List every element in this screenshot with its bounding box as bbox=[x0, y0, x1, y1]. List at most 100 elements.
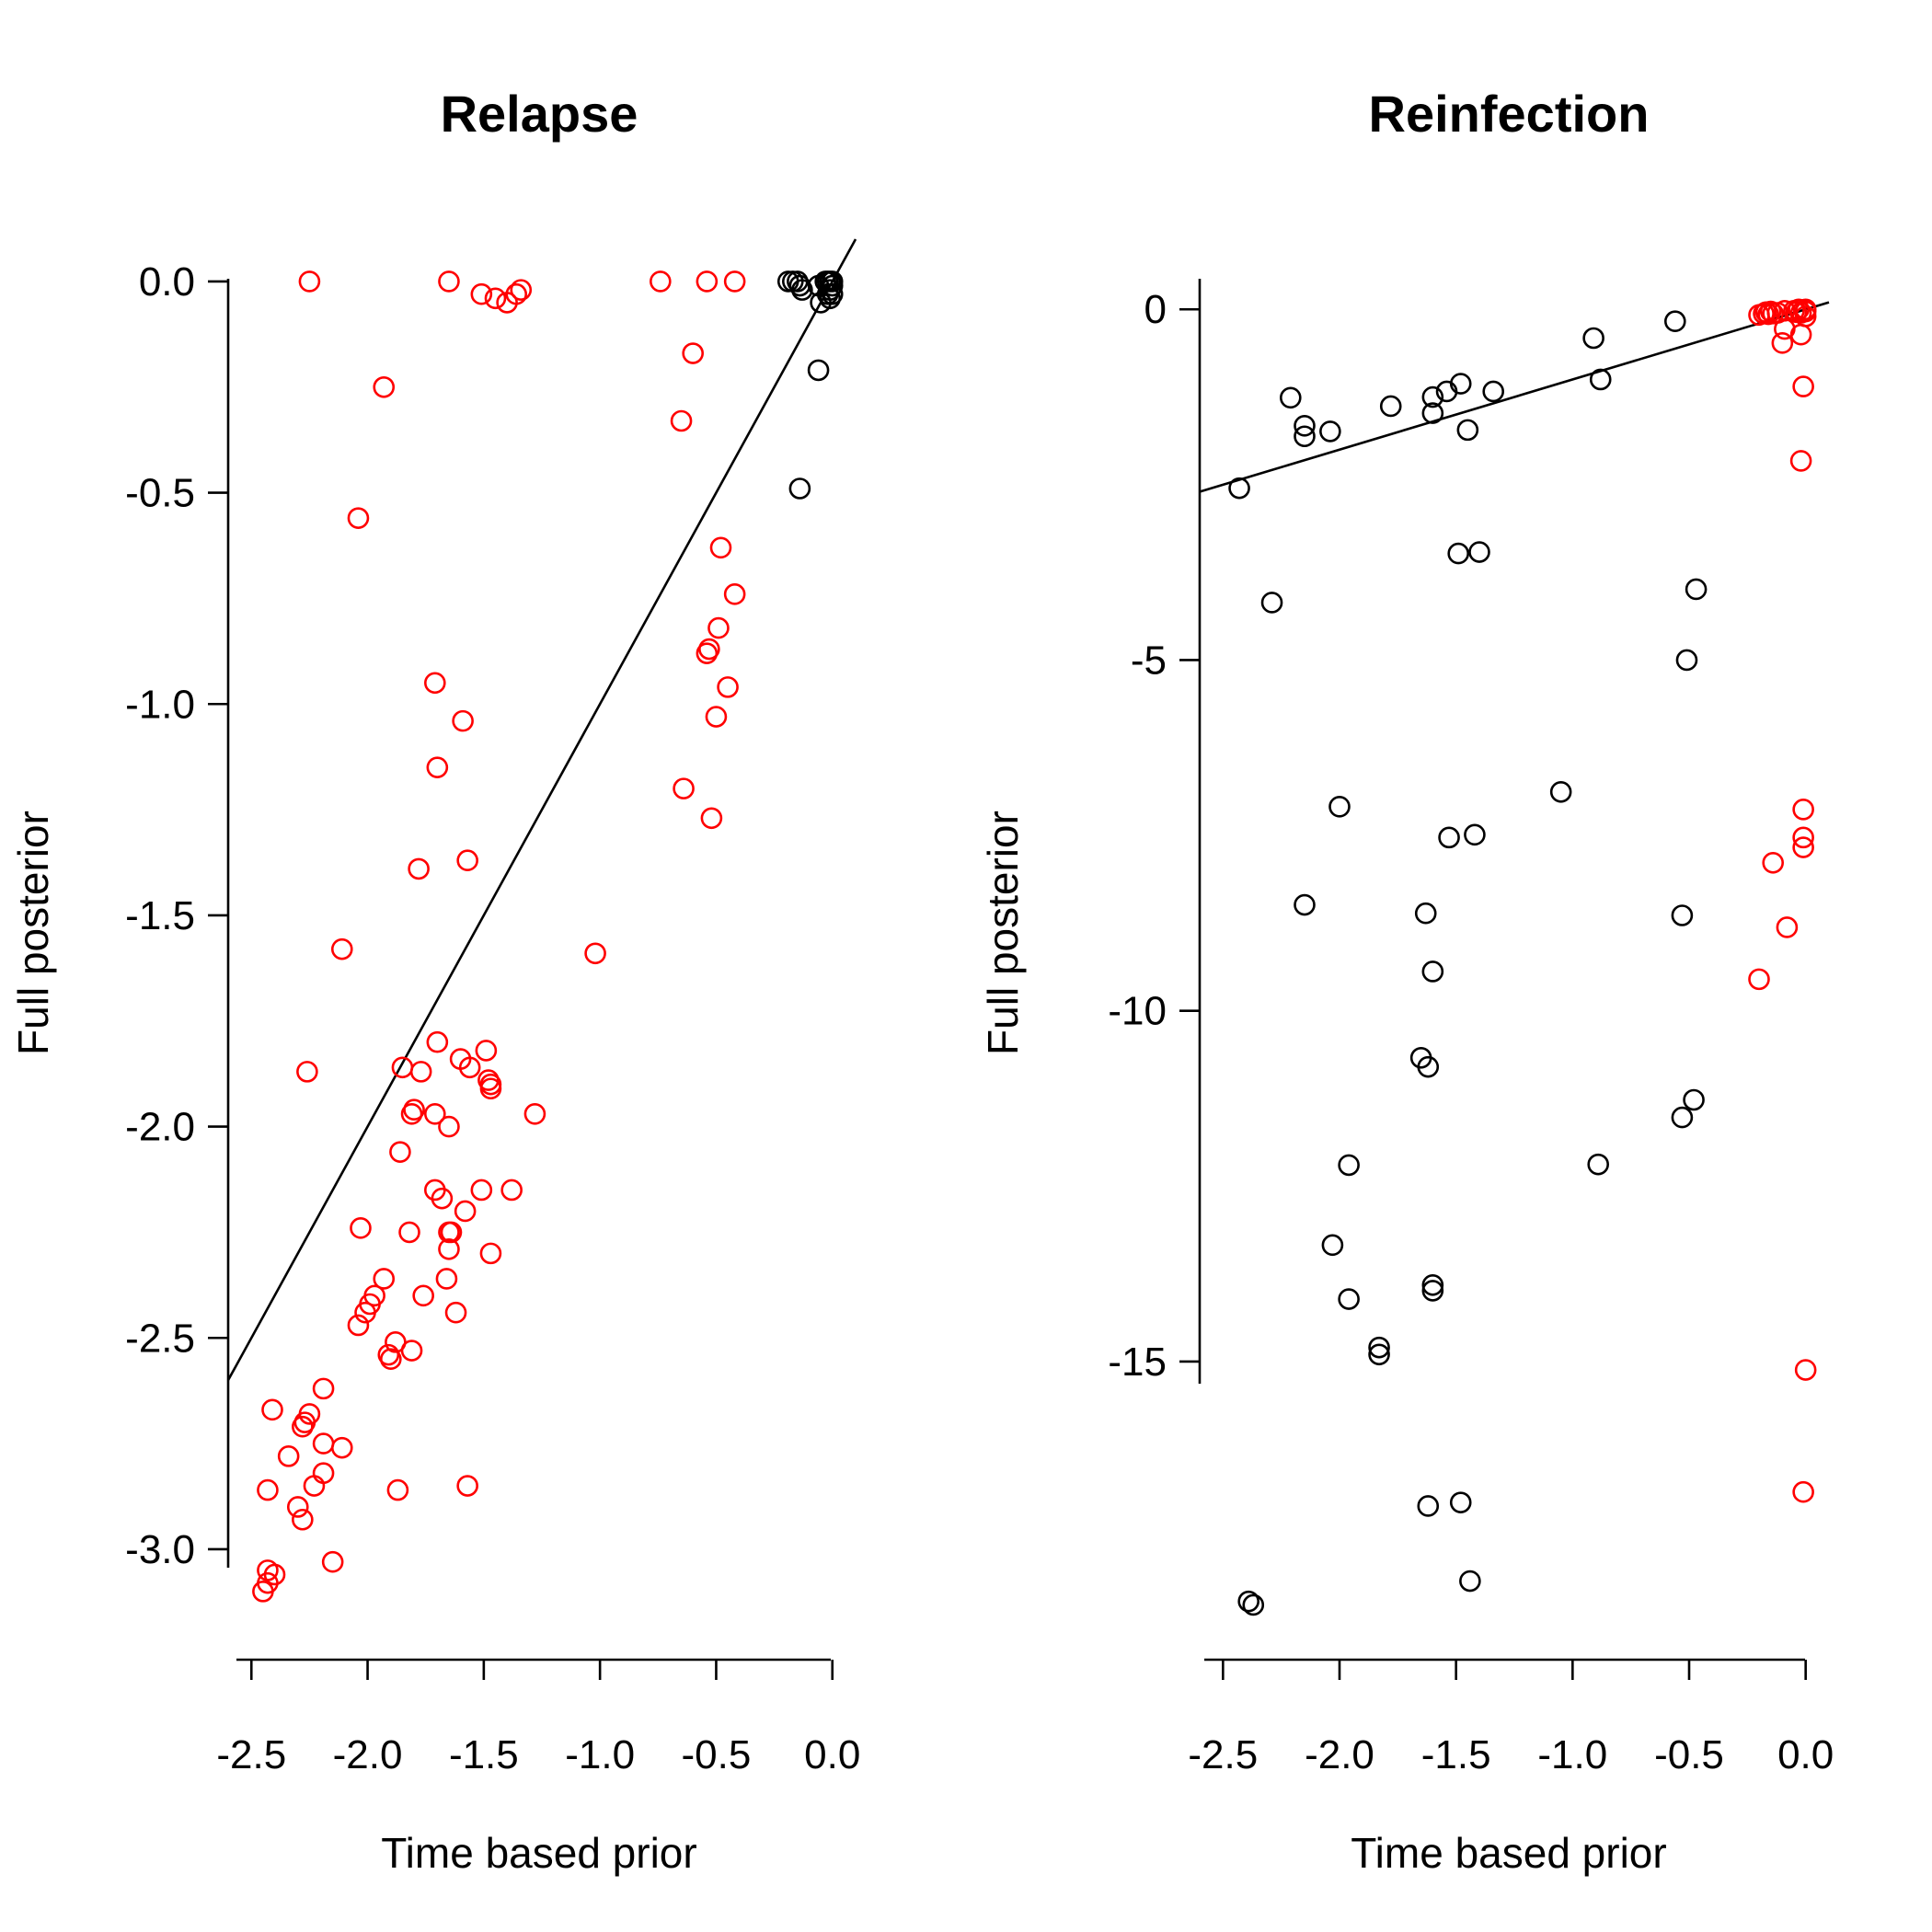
relapse-y-tick-label: -2.5 bbox=[125, 1316, 195, 1361]
relapse-data-point bbox=[426, 756, 449, 778]
relapse-data-point bbox=[354, 1301, 376, 1324]
reinfection-points bbox=[1199, 298, 1830, 1616]
reinfection-data-point bbox=[1421, 1273, 1444, 1296]
relapse-data-point bbox=[723, 270, 746, 293]
relapse-data-point bbox=[816, 282, 839, 305]
reinfection-data-point bbox=[1228, 477, 1250, 500]
relapse-data-point bbox=[807, 359, 830, 382]
relapse-ticks: -2.5 -2.0 -1.5 -1.0 -0.5 0.0 0.0 -0.5 -1.0 -1.5 -2… bbox=[125, 259, 860, 1777]
reinfection-x-tick-label: -2.5 bbox=[1188, 1732, 1258, 1777]
relapse-data-point bbox=[380, 1348, 402, 1371]
relapse-data-point bbox=[292, 1415, 314, 1438]
relapse-data-point bbox=[296, 1061, 318, 1083]
relapse-data-point bbox=[330, 1436, 353, 1459]
reinfection-data-point bbox=[1260, 592, 1283, 614]
relapse-x-tick-label: 0.0 bbox=[804, 1732, 860, 1777]
relapse-fit-line bbox=[226, 238, 857, 1381]
relapse-data-point bbox=[670, 409, 693, 432]
relapse-data-point bbox=[263, 1563, 286, 1586]
relapse-data-point bbox=[477, 1069, 500, 1091]
relapse-data-point bbox=[717, 676, 739, 698]
relapse-data-point bbox=[257, 1478, 279, 1501]
relapse-y-axis-label: Full posterior bbox=[9, 811, 57, 1055]
reinfection-data-point bbox=[1328, 796, 1351, 818]
reinfection-data-point bbox=[1338, 1154, 1360, 1177]
reinfection-data-point bbox=[1417, 1055, 1440, 1078]
relapse-data-point bbox=[261, 1398, 283, 1421]
reinfection-data-point bbox=[1368, 1336, 1390, 1359]
reinfection-ticks: -2.5 -2.0 -1.5 -1.0 -0.5 0.0 0 -5 -10 -15 bbox=[1108, 287, 1834, 1777]
reinfection-title: Reinfection bbox=[1369, 85, 1650, 143]
relapse-x-tick-label: -0.5 bbox=[682, 1732, 752, 1777]
relapse-y-tick-label: 0.0 bbox=[139, 259, 195, 305]
relapse-data-point bbox=[700, 807, 723, 830]
reinfection-data-point bbox=[1456, 419, 1479, 442]
relapse-data-point bbox=[391, 1056, 414, 1079]
reinfection-data-point bbox=[1482, 380, 1504, 403]
relapse-data-point bbox=[431, 1187, 454, 1210]
relapse-data-point bbox=[277, 1445, 300, 1467]
relapse-data-point bbox=[426, 1030, 449, 1053]
relapse-data-point bbox=[505, 282, 528, 305]
relapse-x-axis-label: Time based prior bbox=[381, 1829, 696, 1877]
reinfection-data-point bbox=[1242, 1593, 1265, 1616]
reinfection-data-point bbox=[1792, 375, 1814, 397]
reinfection-data-point bbox=[1549, 780, 1572, 803]
reinfection-data-point bbox=[1792, 826, 1814, 849]
reinfection-data-point bbox=[1762, 852, 1784, 874]
relapse-data-point bbox=[584, 942, 606, 965]
relapse-data-point bbox=[435, 1268, 458, 1290]
reinfection-x-tick-label: -0.5 bbox=[1654, 1732, 1724, 1777]
reinfection-data-point bbox=[1685, 578, 1708, 601]
relapse-data-point bbox=[398, 1221, 420, 1244]
relapse-data-point bbox=[458, 1056, 481, 1079]
reinfection-data-point bbox=[1417, 1495, 1440, 1517]
relapse-data-point bbox=[673, 777, 695, 799]
relapse-data-point bbox=[438, 1237, 460, 1260]
reinfection-data-point bbox=[1237, 1590, 1259, 1613]
relapse-data-point bbox=[330, 937, 353, 960]
relapse-data-point bbox=[350, 1217, 372, 1239]
relapse-data-point bbox=[510, 279, 533, 301]
reinfection-data-point bbox=[1589, 368, 1612, 391]
reinfection-data-point bbox=[1447, 542, 1469, 565]
relapse-data-point bbox=[791, 279, 813, 301]
relapse-data-point bbox=[298, 270, 321, 293]
relapse-data-point bbox=[440, 1221, 463, 1244]
reinfection-data-point bbox=[1421, 385, 1444, 408]
reinfection-data-point bbox=[1435, 380, 1458, 403]
relapse-data-point bbox=[347, 507, 370, 529]
relapse-data-point bbox=[312, 1377, 335, 1400]
relapse-points bbox=[226, 238, 857, 1603]
relapse-data-point bbox=[470, 282, 493, 305]
relapse-y-tick-label: -1.5 bbox=[125, 893, 195, 938]
relapse-data-point bbox=[400, 1103, 423, 1125]
reinfection-x-tick-label: -2.0 bbox=[1305, 1732, 1374, 1777]
relapse-data-point bbox=[696, 642, 719, 664]
relapse-data-point bbox=[475, 1040, 498, 1062]
reinfection-x-tick-label: -1.0 bbox=[1537, 1732, 1607, 1777]
relapse-data-point bbox=[707, 616, 730, 639]
reinfection-fit-line bbox=[1199, 301, 1830, 493]
relapse-data-point bbox=[470, 1179, 493, 1202]
reinfection-data-point bbox=[1748, 968, 1770, 991]
relapse-data-point bbox=[373, 1268, 396, 1290]
relapse-data-point bbox=[484, 287, 507, 310]
reinfection-data-point bbox=[1321, 1234, 1344, 1257]
reinfection-data-point bbox=[1792, 1480, 1814, 1503]
reinfection-data-point bbox=[1671, 1106, 1694, 1129]
relapse-data-point bbox=[286, 1496, 309, 1518]
relapse-data-point bbox=[252, 1581, 274, 1603]
relapse-data-point bbox=[456, 1475, 478, 1497]
reinfection-data-point bbox=[1294, 425, 1316, 448]
reinfection-data-point bbox=[1792, 836, 1814, 858]
reinfection-y-tick-label: 0 bbox=[1144, 287, 1167, 332]
reinfection-data-point bbox=[1459, 1570, 1481, 1593]
reinfection-y-tick-label: -10 bbox=[1108, 989, 1167, 1034]
relapse-x-tick-label: -2.0 bbox=[333, 1732, 403, 1777]
relapse-data-point bbox=[454, 1200, 477, 1223]
relapse-data-point bbox=[412, 1284, 434, 1307]
relapse-data-point bbox=[424, 1179, 446, 1202]
reinfection-data-point bbox=[1338, 1288, 1360, 1310]
